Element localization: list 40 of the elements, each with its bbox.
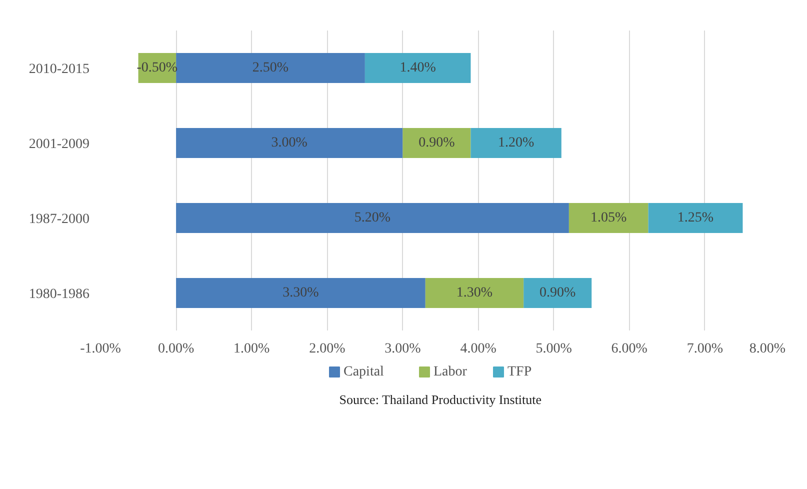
y-tick-label: 2001-2009	[28, 137, 90, 152]
y-tick-label: 2010-2015	[28, 62, 90, 77]
data-label: 3.00%	[271, 136, 308, 150]
bar	[425, 278, 524, 308]
legend-label: TFP	[508, 364, 532, 380]
data-label: 0.90%	[540, 286, 576, 300]
y-tick-label: 1987-2000	[28, 212, 90, 227]
bar	[402, 128, 471, 158]
bar	[176, 128, 403, 158]
data-label: 0.90%	[418, 136, 456, 150]
x-tick-label: 8.00%	[749, 342, 786, 356]
source-note: Source: Thailand Productivity Institute	[339, 392, 542, 407]
data-label: 1.40%	[400, 60, 436, 76]
data-label: 1.25%	[677, 210, 714, 226]
legend-label: Labor	[434, 364, 468, 380]
bar	[176, 53, 365, 83]
data-label: 5.20%	[354, 210, 391, 226]
x-tick-label: 0.00%	[158, 342, 194, 356]
data-label: 1.30%	[456, 286, 493, 300]
bar	[176, 278, 426, 308]
x-tick-label: 1.00%	[234, 342, 270, 356]
x-tick-label: 2.00%	[309, 342, 346, 356]
bar	[524, 278, 592, 308]
bar	[364, 53, 471, 83]
bar	[470, 128, 562, 158]
legend-label: Capital	[344, 364, 384, 380]
data-label: 1.20%	[498, 136, 534, 150]
bar	[568, 203, 648, 233]
x-tick-label: 7.00%	[686, 342, 724, 356]
data-label: 2.50%	[252, 60, 289, 76]
data-label: 1.05%	[590, 210, 628, 226]
x-tick-label: 6.00%	[611, 342, 648, 356]
x-tick-label: -1.00%	[80, 342, 122, 356]
x-tick-label: 5.00%	[536, 342, 572, 356]
bar	[176, 203, 569, 233]
data-label: 3.30%	[282, 286, 320, 300]
bar	[648, 203, 743, 233]
x-tick-label: 4.00%	[460, 342, 497, 356]
y-tick-label: 1980-1986	[28, 287, 90, 302]
x-tick-label: 3.00%	[384, 342, 422, 356]
